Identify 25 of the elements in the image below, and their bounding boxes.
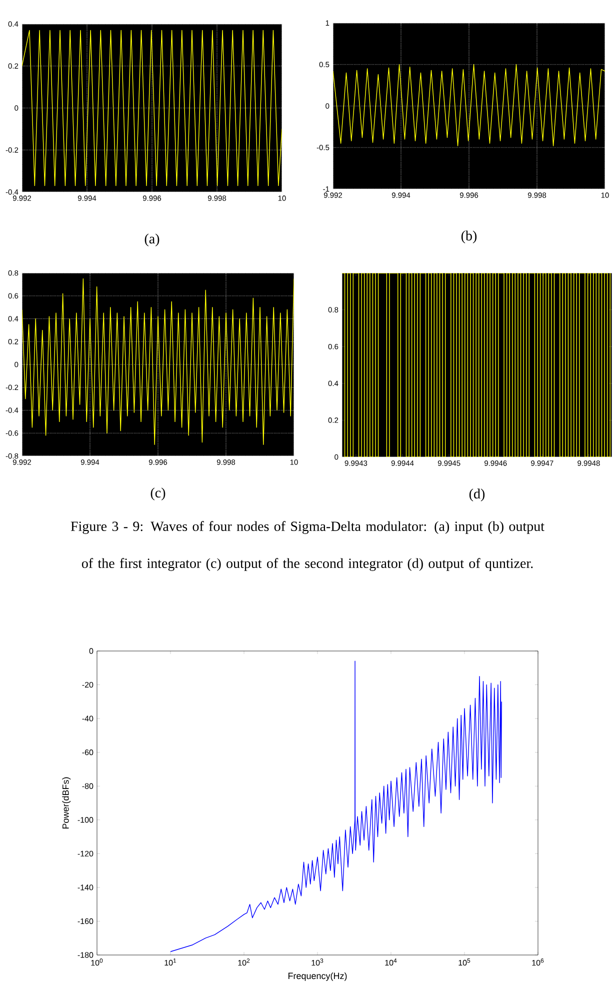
y-tick-label: -160 <box>78 918 94 924</box>
x-tick-label: 10$^{4}$ <box>385 958 397 966</box>
text: (b) <box>461 230 477 244</box>
y-tick-label: -140 <box>78 884 94 890</box>
x-tick-label: 10$^{1}$ <box>164 958 176 966</box>
x-tick-label: 10$^{5}$ <box>458 958 470 966</box>
y-axis-title: Power(dBFs) <box>62 777 71 829</box>
text: Figure 3 - 9: Waves of four nodes of Sigma-Delta modulator: (a) input (b) output of the first integrator (c) output of the second integrator (d) output of quntizer. <box>70 521 544 571</box>
y-tick-label: -40 <box>82 716 94 722</box>
y-tick-label: -20 <box>82 682 94 688</box>
text: (c) <box>150 488 166 500</box>
y-tick-label: -80 <box>82 783 94 789</box>
y-tick-label: -100 <box>78 817 94 823</box>
x-tick-label: 10$^{6}$ <box>532 958 544 966</box>
text: (d) <box>469 488 485 502</box>
y-tick-label: -60 <box>82 750 94 756</box>
x-tick-label: 10$^{2}$ <box>238 958 250 966</box>
x-axis-title: Frequency(Hz) <box>288 972 347 981</box>
y-tick-label: -120 <box>78 850 94 856</box>
y-tick-label: 0 <box>89 648 94 654</box>
x-tick-label: 10$^{0}$ <box>91 958 103 966</box>
y-tick-label: -180 <box>78 952 94 958</box>
line-series <box>333 64 605 146</box>
text: (a) <box>144 234 160 246</box>
x-tick-label: 10$^{3}$ <box>312 958 324 966</box>
